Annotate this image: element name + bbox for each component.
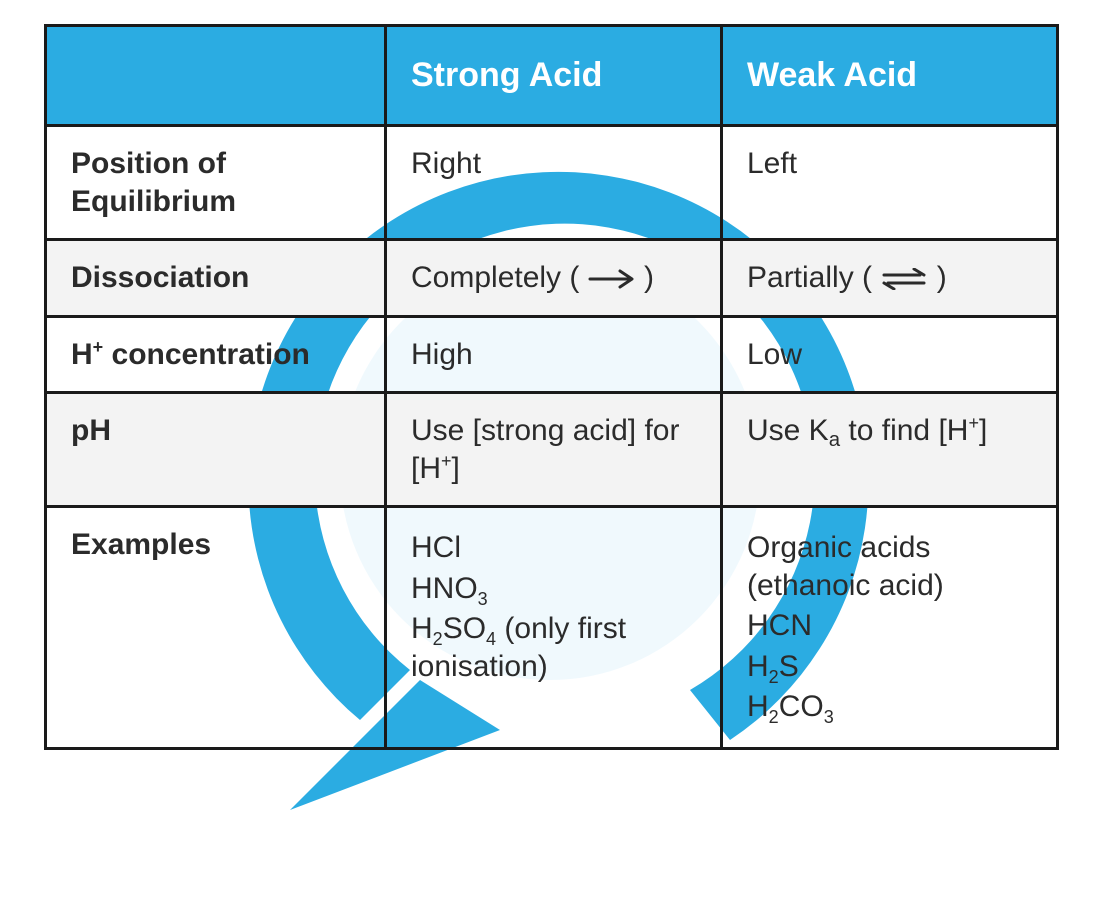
row-label: Position of Equilibrium [46, 126, 386, 240]
row-label: Dissociation [46, 240, 386, 317]
table-row: pH Use [strong acid] for [H+] Use Ka to … [46, 393, 1058, 507]
cell: Use [strong acid] for [H+] [386, 393, 722, 507]
row-label: pH [46, 393, 386, 507]
row-label: Examples [46, 507, 386, 749]
cell: Right [386, 126, 722, 240]
text: Completely ( [411, 261, 588, 294]
text: ) [636, 261, 654, 294]
table-row: Dissociation Completely ( ) Partially ( [46, 240, 1058, 317]
cell: Left [722, 126, 1058, 240]
cell: Low [722, 316, 1058, 393]
equilibrium-arrow-icon [880, 268, 928, 290]
text: ) [928, 261, 946, 294]
table-row: H+ concentration High Low [46, 316, 1058, 393]
row-label: H+ concentration [46, 316, 386, 393]
cell: Partially ( ) [722, 240, 1058, 317]
header-weak-acid: Weak Acid [722, 26, 1058, 126]
examples-weak: Organic acids (ethanoic acid)HCNH2SH2CO3 [747, 529, 1034, 726]
table-header-row: Strong Acid Weak Acid [46, 26, 1058, 126]
acid-comparison-table: Strong Acid Weak Acid Position of Equili… [44, 24, 1059, 750]
header-blank [46, 26, 386, 126]
text: Partially ( [747, 261, 880, 294]
cell: HClHNO3H2SO4 (only first ionisation) [386, 507, 722, 749]
cell: High [386, 316, 722, 393]
cell: Use Ka to find [H+] [722, 393, 1058, 507]
cell: Completely ( ) [386, 240, 722, 317]
examples-strong: HClHNO3H2SO4 (only first ionisation) [411, 529, 698, 685]
table-row: Examples HClHNO3H2SO4 (only first ionisa… [46, 507, 1058, 749]
forward-arrow-icon [588, 268, 636, 290]
cell: Organic acids (ethanoic acid)HCNH2SH2CO3 [722, 507, 1058, 749]
header-strong-acid: Strong Acid [386, 26, 722, 126]
table-row: Position of Equilibrium Right Left [46, 126, 1058, 240]
